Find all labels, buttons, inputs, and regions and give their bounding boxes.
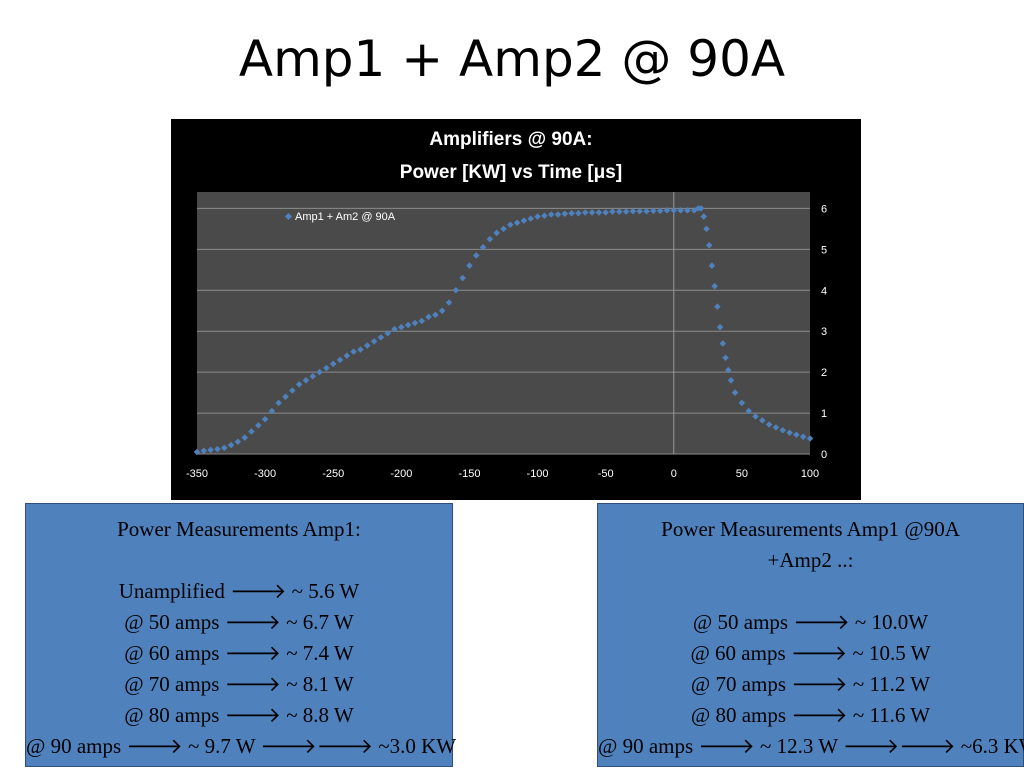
spacer: [26, 545, 452, 576]
chart-title-line1: Amplifiers @ 90A:: [429, 129, 592, 150]
data-point: [370, 338, 378, 345]
data-point: [727, 377, 735, 384]
data-point: [738, 399, 746, 407]
amp1-heading: Power Measurements Amp1:: [117, 517, 361, 541]
data-point: [705, 241, 713, 249]
amp1-row: @ 50 amps 🡒 ~ 6.7 W: [124, 610, 354, 634]
spacer: [598, 576, 1023, 607]
data-point: [384, 329, 391, 337]
y-tick-label: 3: [821, 326, 827, 338]
data-point: [432, 311, 439, 319]
y-tick-label: 5: [821, 244, 827, 256]
x-tick-label: -50: [598, 468, 614, 480]
amp1-row: Unamplified 🡒 ~ 5.6 W: [118, 579, 360, 603]
data-point: [714, 303, 721, 310]
data-point: [316, 368, 323, 376]
legend-label: Amp1 + Am2 @ 90A: [295, 211, 396, 223]
x-tick-label: -300: [254, 468, 276, 480]
data-point: [241, 434, 248, 441]
data-point: [268, 407, 276, 415]
chart-panel: Amplifiers @ 90A: Power [KW] vs Time [μs…: [171, 119, 861, 500]
data-point: [643, 207, 650, 215]
y-tick-label: 0: [821, 449, 827, 461]
amp1-measurements-box: Power Measurements Amp1: Unamplified 🡒 ~…: [25, 503, 457, 767]
amp2-row: @ 70 amps 🡒 ~ 11.2 W: [690, 672, 931, 696]
amp1-amp2-measurements-box: Power Measurements Amp1 @90A +Amp2 ..: @…: [597, 503, 1024, 767]
data-point: [473, 252, 480, 259]
data-point: [719, 340, 727, 347]
data-point: [493, 229, 500, 237]
data-point: [418, 317, 426, 325]
data-point: [752, 413, 759, 420]
data-point: [255, 422, 262, 429]
data-point: [731, 389, 739, 396]
legend-marker: [284, 212, 293, 221]
amp2-row: @ 60 amps 🡒 ~ 10.5 W: [690, 641, 931, 665]
amp1-row: @ 90 amps 🡒 ~ 9.7 W 🡒🡒 ~3.0 KW: [26, 734, 457, 758]
data-point: [716, 323, 724, 331]
plot-area: [197, 192, 810, 454]
power-vs-time-chart: Amplifiers @ 90A: Power [KW] vs Time [μs…: [186, 129, 827, 480]
data-point: [261, 415, 269, 423]
data-point: [343, 352, 351, 360]
x-tick-label: 100: [801, 468, 819, 480]
x-tick-label: 50: [736, 468, 748, 480]
data-point: [329, 360, 337, 368]
amp1-row: @ 60 amps 🡒 ~ 7.4 W: [124, 641, 354, 665]
chart-title-line2: Power [KW] vs Time [μs]: [400, 162, 622, 183]
amp1-row: @ 80 amps 🡒 ~ 8.8 W: [124, 703, 354, 727]
data-point: [745, 407, 752, 415]
amp1-row: @ 70 amps 🡒 ~ 8.1 W: [124, 672, 354, 696]
data-point: [248, 428, 255, 435]
x-tick-label: -200: [390, 468, 412, 480]
data-point: [398, 323, 405, 331]
data-point: [411, 319, 419, 327]
data-point: [722, 354, 729, 362]
amp2-heading-line2: +Amp2 ..:: [767, 548, 854, 572]
y-tick-label: 2: [821, 367, 827, 379]
amp2-heading-line1: Power Measurements Amp1 @90A: [661, 517, 960, 541]
data-point: [708, 262, 716, 269]
data-point: [759, 417, 766, 424]
data-point: [806, 435, 814, 442]
legend: Amp1 + Am2 @ 90A: [284, 211, 396, 223]
amp2-row: @ 80 amps 🡒 ~ 11.6 W: [690, 703, 931, 727]
y-tick-label: 4: [821, 285, 827, 297]
axis-labels: 0 1 2 3 4 5 6 -350 -300 -250 -200 -150 -100 -50 0 50 100: [186, 203, 827, 480]
x-tick-label: -150: [458, 468, 480, 480]
data-point: [786, 429, 793, 436]
data-point: [479, 244, 487, 251]
y-tick-label: 1: [821, 408, 827, 420]
data-point: [779, 427, 787, 434]
data-point: [357, 346, 364, 353]
data-point: [323, 364, 330, 372]
data-point: [799, 433, 807, 441]
data-point: [234, 438, 242, 445]
amp2-row: @ 90 amps 🡒 ~ 12.3 W 🡒🡒 ~6.3 KW: [598, 734, 1024, 758]
data-point: [793, 431, 800, 439]
data-point: [725, 366, 732, 374]
data-point: [302, 377, 310, 384]
x-tick-label: 0: [671, 468, 677, 480]
data-point: [765, 421, 773, 428]
data-point: [295, 381, 303, 388]
grid-lines: [197, 192, 810, 455]
data-point: [336, 356, 344, 364]
data-point: [459, 274, 466, 282]
x-tick-label: -350: [186, 468, 208, 480]
data-point: [445, 299, 453, 306]
x-tick-label: -100: [527, 468, 549, 480]
data-point: [581, 209, 589, 216]
x-tick-label: -250: [322, 468, 344, 480]
y-tick-label: 6: [821, 203, 827, 215]
amp2-row: @ 50 amps 🡒 ~ 10.0W: [692, 610, 929, 634]
slide-title: Amp1 + Amp2 @ 90A: [238, 30, 786, 88]
data-point: [772, 424, 780, 431]
data-point: [663, 207, 671, 214]
